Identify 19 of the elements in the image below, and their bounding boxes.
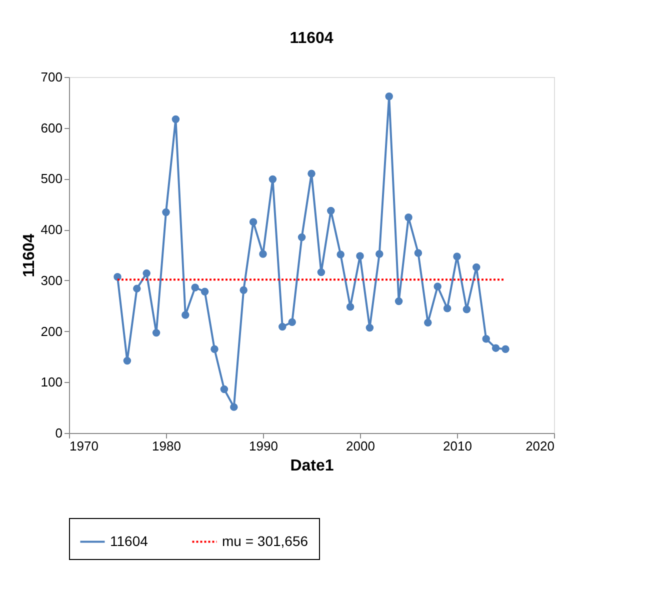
y-tick-label: 0 [55,426,62,440]
chart-title: 11604 [290,30,334,47]
legend-label: 11604 [110,532,148,549]
y-tick-label: 500 [40,171,62,186]
x-axis-title: Date1 [290,458,334,474]
y-tick-label: 600 [40,120,62,136]
x-tick-label: 2010 [443,438,472,454]
x-tick-label: 2000 [346,438,375,454]
y-tick-label: 200 [40,324,62,339]
y-tick-label: 300 [40,272,62,288]
x-tick-label: 2020 [526,438,554,454]
legend-label: mu = 301,656 [222,532,308,549]
y-tick-label: 100 [40,374,62,390]
y-axis-title: 11604 [20,234,38,278]
x-tick-label: 1970 [70,438,98,454]
x-tick-label: 1990 [249,438,278,454]
y-tick-label: 400 [40,222,62,238]
y-tick-label: 700 [40,70,62,84]
x-tick-label: 1980 [152,438,181,454]
